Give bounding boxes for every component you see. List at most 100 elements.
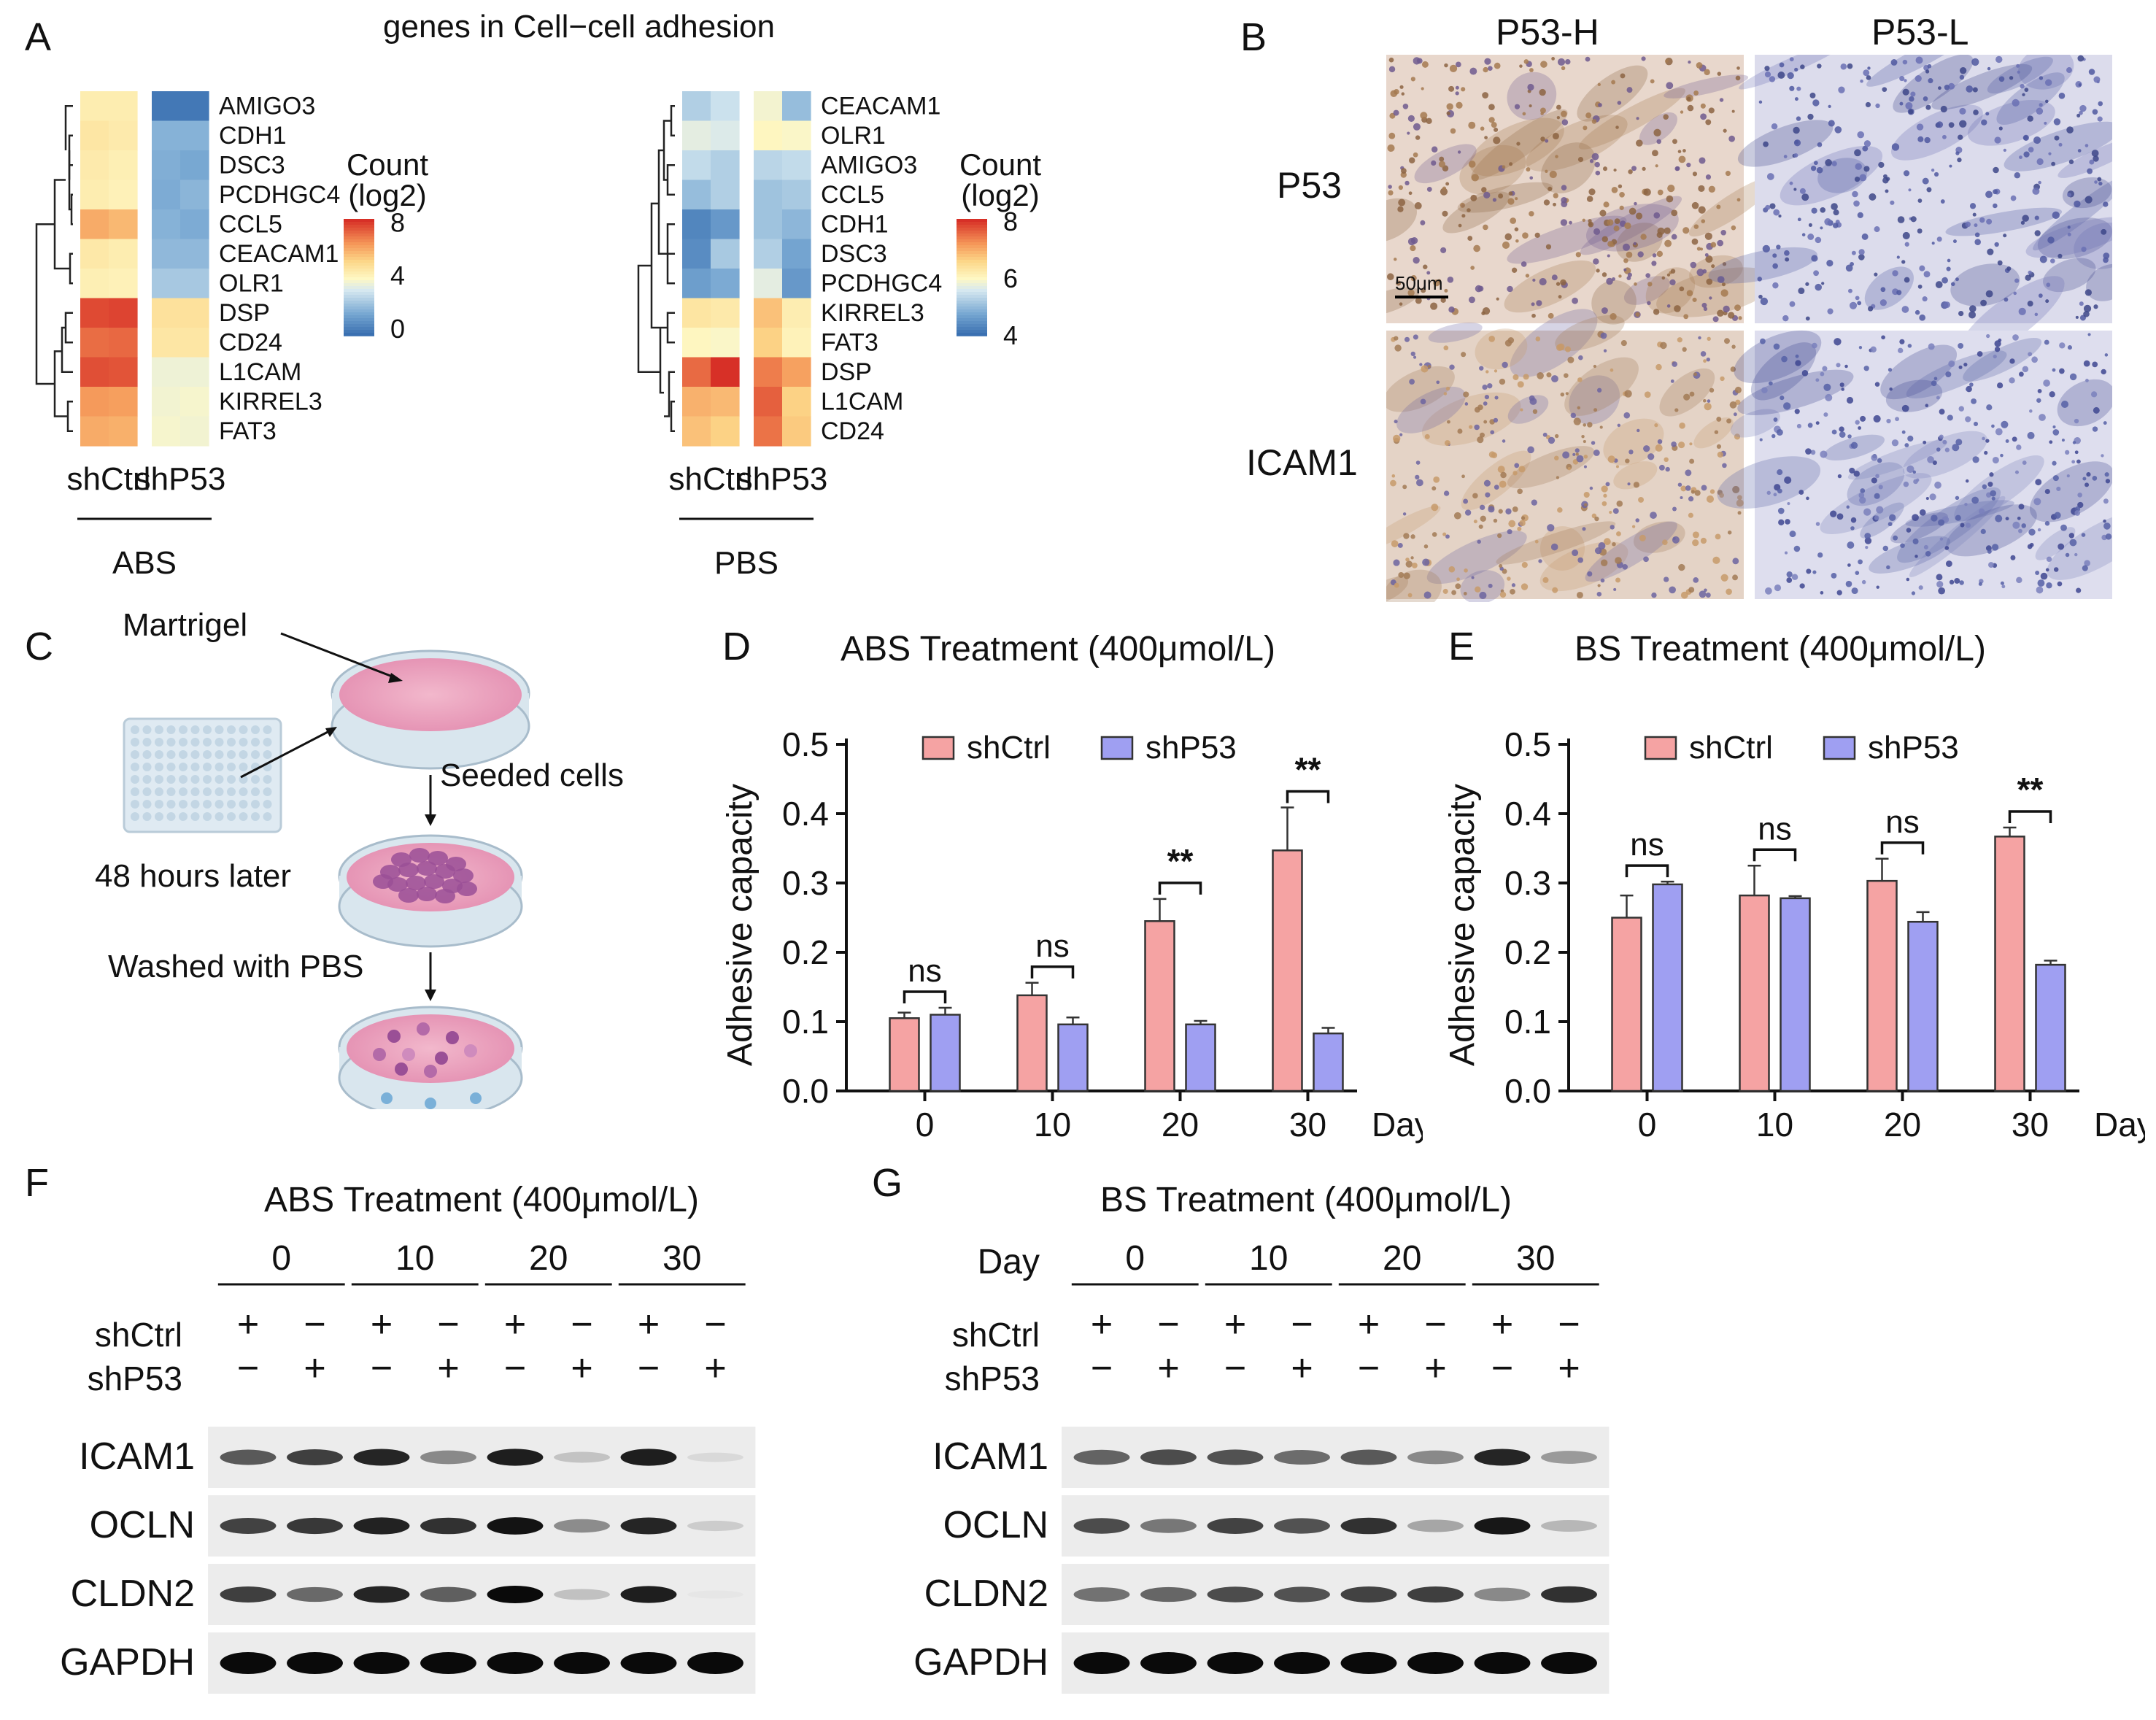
y-axis-label: Adhesive capacity bbox=[721, 784, 760, 1066]
blot-band bbox=[1340, 1586, 1397, 1603]
blot-band bbox=[1073, 1587, 1130, 1602]
gene-label: CD24 bbox=[219, 329, 282, 357]
row-label-shp53: shP53 bbox=[88, 1360, 182, 1397]
blot-band bbox=[287, 1449, 343, 1466]
well bbox=[155, 763, 163, 771]
label-washed-pbs: Washed with PBS bbox=[108, 949, 364, 984]
sign-shp53: + bbox=[704, 1347, 726, 1389]
blot-band bbox=[1207, 1449, 1264, 1465]
legend-gradient bbox=[344, 260, 374, 263]
day-header: 0 bbox=[1125, 1239, 1145, 1278]
heatmap-cell bbox=[754, 387, 783, 417]
sign-shctrl: + bbox=[1091, 1303, 1113, 1346]
heatmap-cell bbox=[80, 269, 109, 299]
sign-shp53: + bbox=[1157, 1347, 1179, 1389]
day-header: 20 bbox=[1383, 1239, 1421, 1278]
blot-strip-cldn2 bbox=[1062, 1564, 1610, 1625]
dish-washed bbox=[338, 1006, 523, 1109]
well bbox=[190, 800, 200, 809]
dendrogram-branch bbox=[659, 328, 664, 394]
legend-gradient bbox=[957, 304, 987, 307]
x-tick-label: 30 bbox=[1289, 1106, 1326, 1144]
well bbox=[142, 725, 152, 734]
well bbox=[131, 725, 139, 734]
x-tick-label: 30 bbox=[2012, 1106, 2049, 1144]
legend-gradient bbox=[344, 271, 374, 275]
significance-label: ns bbox=[1035, 928, 1069, 964]
well bbox=[190, 812, 200, 821]
heatmap-cell bbox=[782, 209, 811, 240]
blot-band bbox=[1073, 1652, 1130, 1674]
legend-tick: 8 bbox=[390, 207, 405, 237]
well bbox=[131, 800, 139, 809]
well bbox=[155, 787, 163, 796]
bar-shp53 bbox=[1185, 1023, 1216, 1092]
significance-label: ns bbox=[1630, 827, 1664, 863]
well bbox=[251, 775, 260, 784]
ihc-row-label-icam1: ICAM1 bbox=[1246, 442, 1358, 483]
sign-shctrl: + bbox=[504, 1303, 526, 1346]
sign-shctrl: − bbox=[1558, 1303, 1580, 1346]
y-tick-label: 0.4 bbox=[782, 795, 829, 833]
legend-gradient bbox=[957, 269, 987, 272]
cell bbox=[435, 1052, 448, 1065]
heatmap-cell bbox=[782, 298, 811, 328]
dendrogram-branch bbox=[70, 193, 73, 225]
dendrogram-branch bbox=[666, 164, 675, 196]
well bbox=[179, 725, 188, 734]
heatmap-cell bbox=[711, 298, 740, 328]
legend-gradient bbox=[344, 266, 374, 269]
cell bbox=[373, 874, 393, 889]
sign-shp53: + bbox=[1424, 1347, 1446, 1389]
well bbox=[203, 725, 212, 734]
well bbox=[227, 775, 236, 784]
x-tick-label: 0 bbox=[1638, 1106, 1657, 1144]
cell bbox=[417, 861, 437, 876]
well bbox=[142, 800, 152, 809]
well bbox=[215, 725, 224, 734]
blot-band bbox=[620, 1652, 677, 1674]
dendrogram bbox=[637, 105, 675, 432]
well bbox=[131, 787, 139, 796]
legend-gradient bbox=[344, 324, 374, 328]
well bbox=[215, 812, 224, 821]
sign-shctrl: − bbox=[1291, 1303, 1313, 1346]
well bbox=[227, 750, 236, 759]
legend-gradient bbox=[344, 277, 374, 281]
legend-gradient bbox=[957, 263, 987, 266]
blot-band bbox=[420, 1652, 476, 1674]
blot-band bbox=[1274, 1518, 1330, 1534]
legend-gradient bbox=[344, 298, 374, 301]
bar-shctrl bbox=[1994, 836, 2025, 1092]
blot-band bbox=[554, 1519, 610, 1533]
ihc-tile-p53-high bbox=[1386, 55, 1777, 325]
heatmap-cell bbox=[180, 416, 209, 447]
legend-tick: 0 bbox=[390, 314, 405, 344]
well bbox=[155, 775, 163, 784]
blot-band bbox=[687, 1452, 743, 1462]
well bbox=[239, 787, 248, 796]
well bbox=[263, 725, 272, 734]
legend-gradient bbox=[344, 239, 374, 243]
heatmap-cell bbox=[754, 328, 783, 358]
legend-gradient bbox=[957, 306, 987, 310]
bar-shp53 bbox=[2035, 963, 2066, 1092]
heatmap-cell bbox=[711, 180, 740, 210]
legend-gradient bbox=[344, 327, 374, 331]
legend-gradient bbox=[344, 251, 374, 255]
heatmap-cell bbox=[152, 269, 181, 299]
bar-shp53 bbox=[1780, 897, 1811, 1092]
significance-bracket bbox=[1625, 864, 1669, 878]
label-martrigel: Martrigel bbox=[123, 607, 248, 643]
well bbox=[227, 787, 236, 796]
heatmap-cell bbox=[782, 328, 811, 358]
protein-label: CLDN2 bbox=[924, 1573, 1049, 1615]
blot-band bbox=[1407, 1450, 1464, 1465]
heatmap-cell bbox=[682, 150, 711, 181]
blot-band bbox=[487, 1449, 544, 1466]
heatmap-cell bbox=[180, 120, 209, 151]
day-header: 10 bbox=[395, 1239, 434, 1278]
well bbox=[131, 775, 139, 784]
dendrogram-branch bbox=[66, 401, 73, 432]
heatmap-cell bbox=[80, 328, 109, 358]
